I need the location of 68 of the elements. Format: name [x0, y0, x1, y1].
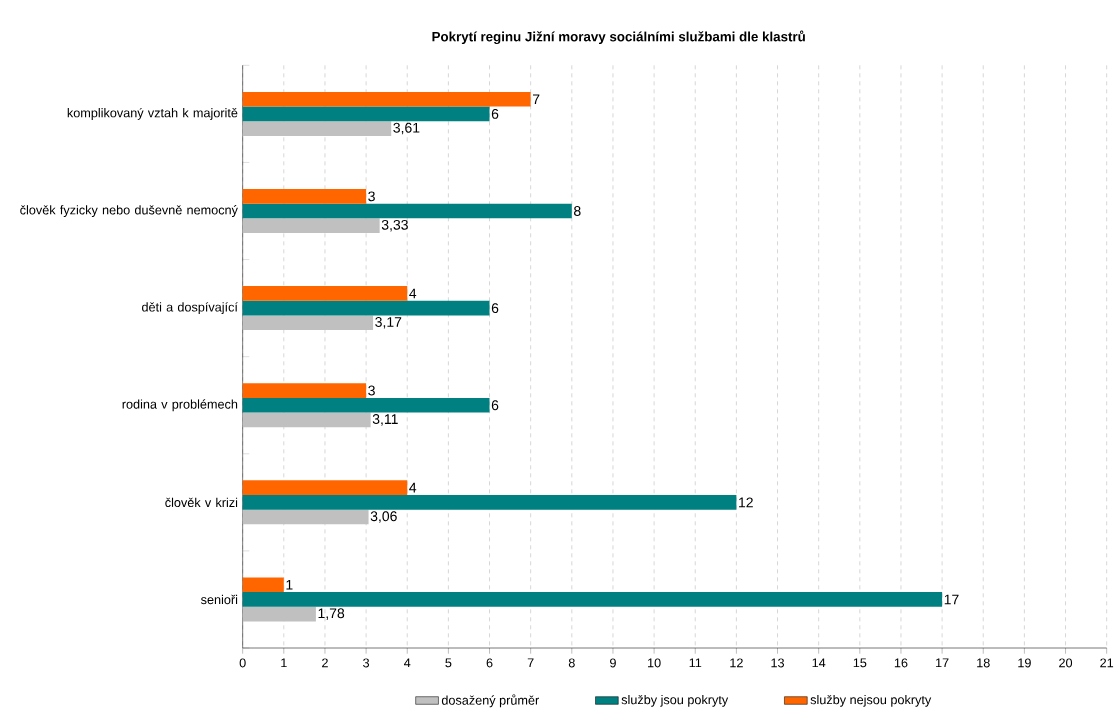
bar	[242, 189, 367, 204]
x-tick-label: 15	[853, 658, 867, 668]
bar	[242, 509, 369, 525]
bar	[242, 495, 737, 510]
bar	[242, 300, 490, 316]
data-label: 6	[491, 108, 499, 119]
x-tick-label: 7	[527, 658, 534, 668]
x-tick-label: 17	[936, 658, 949, 668]
y-tick-label: komplikovaný vztah k majoritě	[67, 107, 238, 120]
bar	[242, 91, 531, 107]
bar	[242, 480, 408, 496]
data-label: 3,11	[372, 414, 398, 426]
bar	[242, 592, 943, 607]
x-tick-label: 16	[894, 658, 908, 668]
data-label: 3,33	[381, 219, 408, 232]
x-tick-label: 8	[568, 658, 575, 668]
data-label: 17	[944, 594, 959, 605]
y-tick-label: člověk fyzicky nebo duševně nemocný	[20, 205, 238, 218]
data-label: 6	[491, 400, 499, 411]
x-tick-label: 4	[404, 658, 411, 668]
bar	[242, 412, 371, 428]
x-tick-label: 6	[486, 658, 493, 668]
x-tick-label: 14	[812, 658, 826, 668]
bar	[242, 106, 490, 122]
data-label: 3,06	[370, 511, 397, 523]
data-label: 1	[286, 580, 293, 590]
data-label: 3	[368, 191, 375, 202]
x-tick-label: 19	[1018, 658, 1031, 668]
bar	[242, 121, 392, 136]
bar	[242, 397, 490, 413]
bar	[242, 315, 374, 331]
data-label: 6	[491, 303, 499, 314]
data-label: 4	[409, 288, 417, 299]
x-tick-label: 21	[1100, 658, 1114, 668]
legend-label: služby jsou pokryty	[621, 694, 729, 707]
bar	[242, 606, 316, 622]
y-tick-label: senioři	[201, 594, 238, 605]
data-label: 4	[409, 482, 417, 493]
data-label: 1,78	[318, 608, 345, 620]
x-tick-label: 1	[281, 658, 287, 668]
x-tick-label: 0	[239, 658, 246, 668]
y-tick-label: rodina v problémech	[122, 399, 238, 412]
y-tick-label: děti a dospívající	[142, 302, 238, 315]
bar	[242, 218, 380, 234]
bar	[242, 203, 572, 219]
chart-title: Pokrytí reginu Jižní moravy sociálními službami dle klastrů	[432, 30, 805, 45]
data-label: 7	[532, 94, 540, 105]
legend-label: služby nejsou pokryty	[810, 694, 932, 707]
bar	[242, 383, 367, 398]
x-tick-label: 9	[610, 658, 616, 668]
x-tick-label: 5	[445, 658, 452, 668]
x-tick-label: 3	[363, 658, 370, 668]
data-label: 8	[574, 206, 581, 216]
data-label: 3	[368, 385, 375, 396]
legend-label: dosažený průměr	[441, 694, 540, 708]
y-tick-label: člověk v krizi	[165, 497, 238, 508]
x-tick-label: 11	[689, 658, 702, 668]
x-tick-label: 20	[1059, 658, 1073, 668]
data-label: 3,61	[393, 122, 420, 135]
x-tick-label: 18	[977, 658, 990, 668]
data-label: 3,17	[375, 317, 402, 329]
x-tick-label: 10	[648, 658, 661, 668]
x-tick-label: 2	[322, 658, 328, 668]
bar	[242, 577, 284, 593]
x-tick-label: 12	[730, 658, 743, 668]
x-tick-label: 13	[771, 658, 785, 668]
bar	[242, 286, 408, 301]
data-label: 12	[739, 497, 753, 508]
